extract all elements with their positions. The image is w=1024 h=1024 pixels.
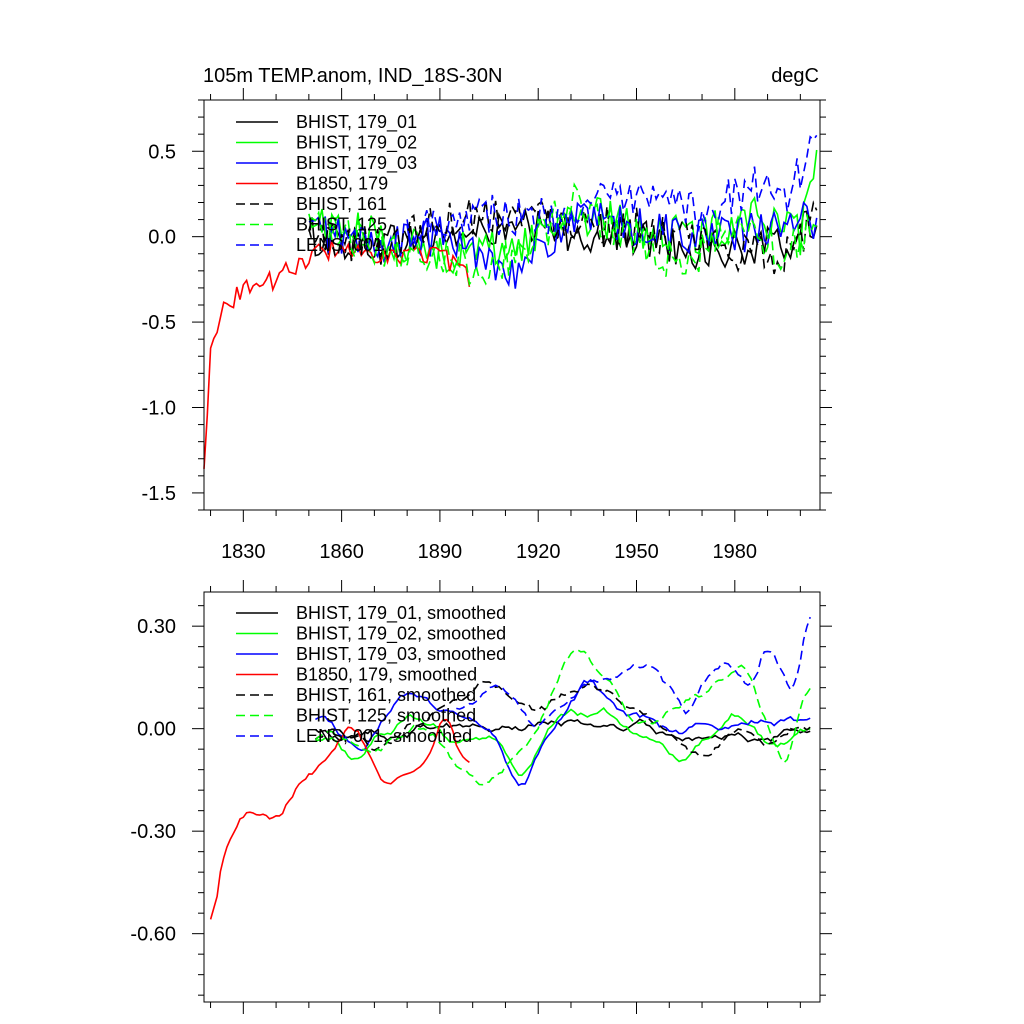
top-legend-label: BHIST, 179_03 xyxy=(296,153,417,174)
bottom-panel: -0.60 -0.30 0.00 0.30 BHIST, 179_01, smooth… xyxy=(130,580,832,1014)
top-y-tick-label: -1.5 xyxy=(142,483,176,505)
bottom-y-tick-label: -0.60 xyxy=(130,924,176,946)
top-series-line-bhist-125 xyxy=(308,182,818,287)
bottom-series-line-bhist-179-02-smoothed xyxy=(315,706,811,777)
top-axis-ticks xyxy=(192,88,832,522)
top-series-line-b1850-179 xyxy=(203,239,471,469)
top-x-tick-label: 1830 xyxy=(221,541,266,563)
top-legend-label: BHIST, 125 xyxy=(296,215,387,235)
bottom-legend-label: LENS, 001, smoothed xyxy=(296,726,472,746)
top-x-tick-label: 1980 xyxy=(713,541,758,563)
bottom-series-line-bhist-161-smoothed xyxy=(314,680,811,757)
bottom-axis-ticks xyxy=(192,580,832,1014)
bottom-legend-label: BHIST, 125, smoothed xyxy=(296,706,476,726)
bottom-legend-label: BHIST, 179_03, smoothed xyxy=(296,644,506,665)
top-x-tick-label: 1890 xyxy=(418,541,463,563)
bottom-y-tick-label: 0.30 xyxy=(137,616,176,638)
bottom-plot-frame xyxy=(203,591,821,1003)
top-panel: 105m TEMP.anom, IND_18S-30N degC -1.5-1.… xyxy=(142,65,832,563)
bottom-series-line-b1850-179-smoothed xyxy=(209,718,470,920)
units-label: degC xyxy=(771,65,819,87)
top-y-tick-label: 0.5 xyxy=(148,141,176,163)
chart-title: 105m TEMP.anom, IND_18S-30N xyxy=(203,65,502,87)
bottom-y-tick-label: 0.00 xyxy=(137,719,176,741)
top-x-tick-label: 1950 xyxy=(614,541,659,563)
bottom-legend-label: B1850, 179, smoothed xyxy=(296,665,477,685)
top-series-line-bhist-179-02 xyxy=(308,149,818,275)
top-legend-label: BHIST, 179_02 xyxy=(296,133,417,154)
top-series-line-bhist-161 xyxy=(308,198,818,275)
top-legend-label: B1850, 179 xyxy=(296,174,388,194)
top-y-tick-label: -0.5 xyxy=(142,312,176,334)
bottom-series-line-lens-001-smoothed xyxy=(456,616,811,728)
bottom-legend-label: BHIST, 179_02, smoothed xyxy=(296,624,506,645)
top-x-tick-label: 1920 xyxy=(516,541,561,563)
top-legend-label: BHIST, 161 xyxy=(296,194,387,214)
bottom-tick-labels: -0.60 -0.30 0.00 0.30 xyxy=(130,616,176,946)
top-series-group xyxy=(203,134,818,469)
top-x-tick-label: 1860 xyxy=(319,541,364,563)
bottom-series-group xyxy=(209,616,811,920)
top-y-tick-label: -1.0 xyxy=(142,398,176,420)
bottom-series-line-bhist-125-smoothed xyxy=(314,648,811,786)
top-y-tick-label: 0.0 xyxy=(148,227,176,249)
bottom-series-line-bhist-179-03-smoothed xyxy=(315,678,811,787)
bottom-y-tick-label: -0.30 xyxy=(130,821,176,843)
top-plot-frame xyxy=(203,99,821,511)
top-tick-labels: -1.5 -1.0 -0.5 0.0 0.5 1830 1860 1890 1920 1950 19… xyxy=(142,141,758,563)
bottom-legend-label: BHIST, 161, smoothed xyxy=(296,685,476,705)
bottom-legend-label: BHIST, 179_01, smoothed xyxy=(296,603,506,624)
top-series-line-lens-001 xyxy=(406,134,818,246)
top-legend-label: LENS, 001 xyxy=(296,235,383,255)
top-legend-label: BHIST, 179_01 xyxy=(296,112,417,133)
